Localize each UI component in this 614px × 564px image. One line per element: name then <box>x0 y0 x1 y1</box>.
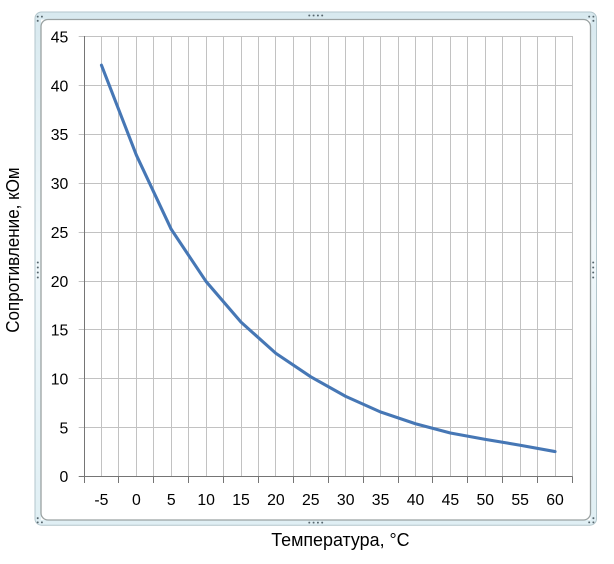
svg-text:45: 45 <box>51 30 69 47</box>
svg-text:0: 0 <box>132 492 141 509</box>
svg-text:10: 10 <box>197 492 215 509</box>
svg-text:15: 15 <box>51 323 69 340</box>
svg-text:45: 45 <box>442 492 460 509</box>
svg-text:15: 15 <box>232 492 250 509</box>
svg-text:5: 5 <box>60 420 69 437</box>
svg-text:30: 30 <box>51 176 69 193</box>
svg-text:30: 30 <box>337 492 355 509</box>
svg-text:50: 50 <box>476 492 494 509</box>
svg-text:35: 35 <box>51 127 69 144</box>
svg-text:40: 40 <box>51 78 69 95</box>
svg-text:55: 55 <box>511 492 529 509</box>
svg-text:25: 25 <box>51 225 69 242</box>
svg-text:Сопротивление, кОм: Сопротивление, кОм <box>3 167 23 332</box>
svg-text:Температура, °C: Температура, °C <box>271 530 409 550</box>
svg-text:60: 60 <box>546 492 564 509</box>
svg-text:10: 10 <box>51 371 69 388</box>
svg-text:40: 40 <box>407 492 425 509</box>
svg-text:0: 0 <box>60 469 69 486</box>
svg-text:20: 20 <box>267 492 285 509</box>
svg-text:20: 20 <box>51 274 69 291</box>
svg-text:5: 5 <box>167 492 176 509</box>
svg-text:35: 35 <box>372 492 390 509</box>
svg-text:-5: -5 <box>94 492 108 509</box>
svg-text:25: 25 <box>302 492 320 509</box>
